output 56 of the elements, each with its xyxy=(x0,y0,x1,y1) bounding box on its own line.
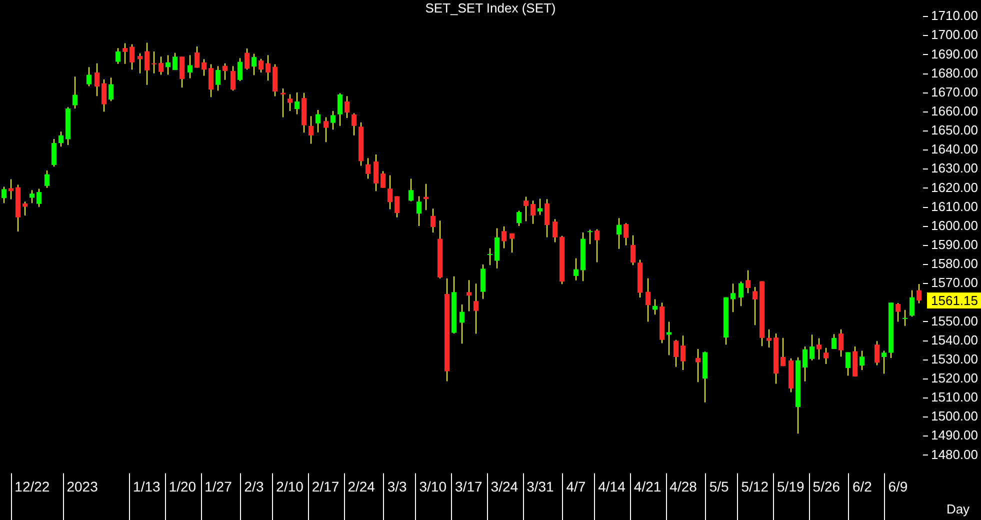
candlestick xyxy=(666,322,672,356)
x-tick-label: 3/3 xyxy=(387,478,408,494)
x-tick-label: 1/20 xyxy=(168,478,196,494)
y-tick-label: 1620.00 xyxy=(931,180,978,195)
y-tick-label: 1610.00 xyxy=(931,198,978,214)
y-tick-label: 1570.00 xyxy=(931,275,978,290)
x-tick-label: 2023 xyxy=(66,478,98,494)
x-tick-label: 1/13 xyxy=(133,478,161,494)
y-tick-label: 1490.00 xyxy=(931,428,978,443)
y-tick-label: 1670.00 xyxy=(931,84,978,100)
x-tick-label: 1/27 xyxy=(204,478,232,494)
y-tick-label: 1690.00 xyxy=(931,46,978,62)
x-tick-label: 6/9 xyxy=(888,478,908,494)
x-tick-label: 5/19 xyxy=(777,478,804,494)
candlestick xyxy=(902,310,908,326)
text: 1561.15 xyxy=(931,293,978,308)
x-tick-label: 4/7 xyxy=(566,478,586,494)
y-tick-label: 1500.00 xyxy=(931,408,978,424)
y-tick-label: 1550.00 xyxy=(931,313,978,328)
x-tick-label: 2/24 xyxy=(348,478,376,494)
x-tick-label: 4/14 xyxy=(598,478,626,494)
y-tick-label: 1630.00 xyxy=(931,160,978,176)
x-tick-label: 2/17 xyxy=(312,478,340,494)
candlestick xyxy=(588,230,592,244)
x-tick-label: 4/21 xyxy=(634,478,662,494)
y-tick-label: 1650.00 xyxy=(931,122,978,138)
y-tick-label: 1510.00 xyxy=(931,390,978,405)
y-tick-label: 1540.00 xyxy=(931,332,978,348)
x-axis-title: Day xyxy=(946,502,970,517)
x-tick-label: 3/31 xyxy=(526,478,554,494)
y-tick-label: 1600.00 xyxy=(931,218,978,233)
y-tick-label: 1520.00 xyxy=(931,370,978,386)
y-tick-label: 1640.00 xyxy=(931,142,978,157)
y-tick-label: 1680.00 xyxy=(931,65,978,80)
chart-title: SET_SET Index (SET) xyxy=(425,0,556,16)
x-tick-label: 3/10 xyxy=(419,478,447,494)
candlestick xyxy=(280,88,286,118)
y-tick-label: 1590.00 xyxy=(931,237,978,252)
x-tick-label: 5/26 xyxy=(812,478,840,494)
x-tick-label: 12/22 xyxy=(14,478,50,494)
y-tick-label: 1580.00 xyxy=(931,256,978,272)
x-tick-label: 6/2 xyxy=(852,478,872,494)
y-tick-label: 1710.00 xyxy=(931,8,978,24)
candlestick xyxy=(152,52,156,74)
y-tick-label: 1480.00 xyxy=(931,446,978,462)
x-tick-label: 4/28 xyxy=(670,478,698,494)
y-tick-label: 1530.00 xyxy=(931,351,978,366)
candlestick xyxy=(488,248,492,266)
x-tick-label: 2/3 xyxy=(244,478,264,494)
x-tick-label: 5/12 xyxy=(741,478,769,494)
x-tick-label: 3/24 xyxy=(490,478,518,494)
x-tick-label: 5/5 xyxy=(709,478,730,494)
y-tick-label: 1700.00 xyxy=(931,27,978,42)
x-tick-label: 3/17 xyxy=(455,478,482,494)
x-tick-label: 2/10 xyxy=(276,478,304,494)
y-tick-label: 1660.00 xyxy=(931,104,978,119)
